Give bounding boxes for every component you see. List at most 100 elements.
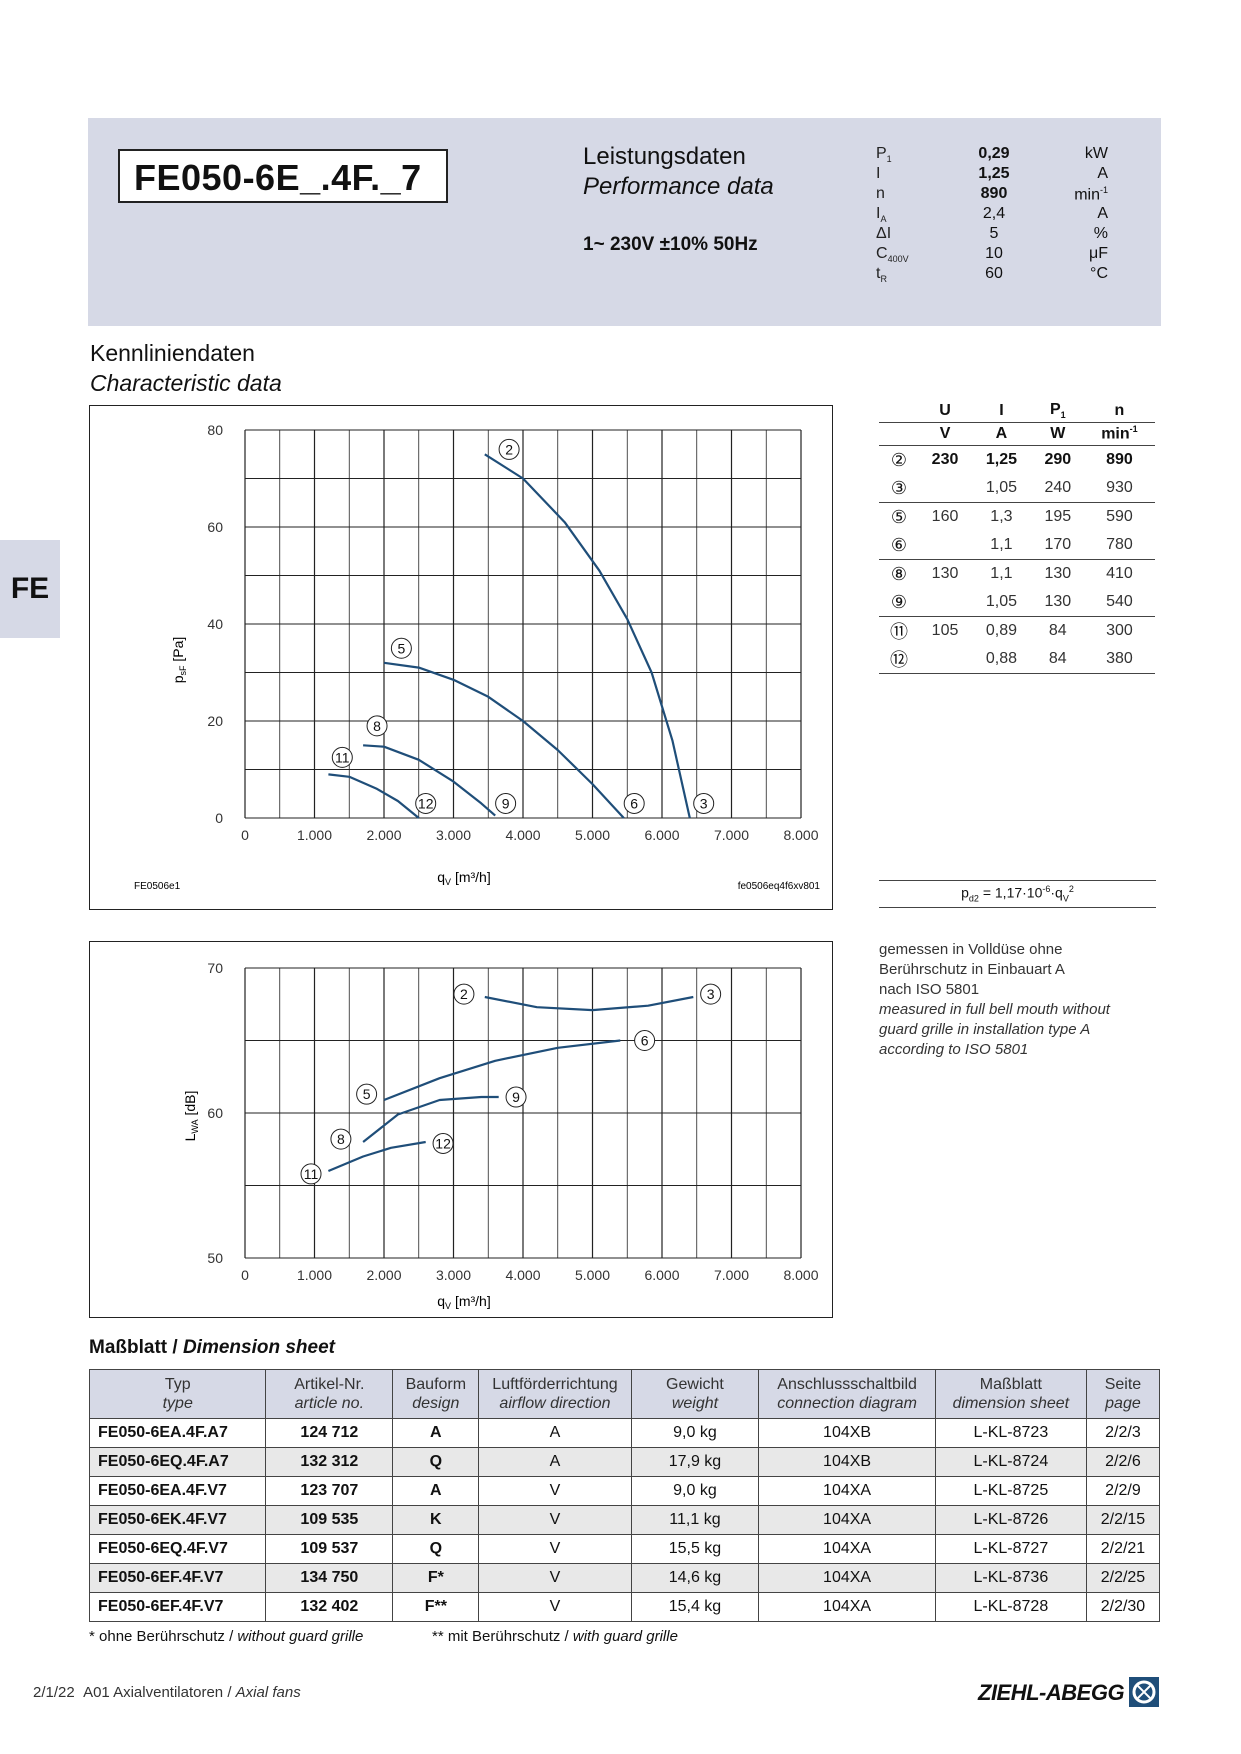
x-tick-label: 5.000 xyxy=(575,1267,610,1283)
curve-marker-9: 9 xyxy=(495,792,517,814)
char-header-0: U xyxy=(939,402,951,419)
param-value-2: 890 xyxy=(980,185,1008,202)
param-value-3: 2,4 xyxy=(982,205,1006,222)
dim-header-0: Typ type xyxy=(88,1369,267,1419)
svg-text:11: 11 xyxy=(304,1166,319,1182)
curve-marker-6: 6 xyxy=(623,792,645,814)
y-tick-label: 80 xyxy=(207,422,223,438)
svg-text:6: 6 xyxy=(630,795,638,811)
table-row: FE050-6EF.4F.V7 132 402 F** V 15,4 kg 104XA L-… xyxy=(88,1592,1161,1622)
x-tick-label: 8.000 xyxy=(783,827,818,843)
char-row: ⑨ 1,05 130 540 xyxy=(879,588,1155,617)
sound-chart-xlabel: qV [m³/h] xyxy=(437,1293,490,1311)
table-row: FE050-6EA.4F.V7 123 707 A V 9,0 kg 104XA L-KL-… xyxy=(88,1476,1161,1506)
param-symbol-4: ΔI xyxy=(876,225,892,242)
voltage-label: 1~ 230V ±10% 50Hz xyxy=(583,234,758,255)
x-tick-label: 6.000 xyxy=(644,1267,679,1283)
page-footer: 2/1/22 A01 Axialventilatoren / Axial fan… xyxy=(33,1684,301,1701)
param-unit-4: % xyxy=(1093,225,1108,242)
table-row: FE050-6EK.4F.V7 109 535 K V 11,1 kg 104XA L-KL… xyxy=(88,1505,1161,1535)
performance-title-de: Leistungsdaten xyxy=(583,143,746,170)
param-symbol-6: tR xyxy=(876,265,887,285)
curve-marker-6: 6 xyxy=(634,1030,656,1051)
y-tick-label: 40 xyxy=(207,616,223,632)
note-de-3: nach ISO 5801 xyxy=(879,981,980,998)
y-tick-label: 60 xyxy=(207,1105,223,1121)
svg-text:12: 12 xyxy=(435,1135,451,1151)
svg-text:5: 5 xyxy=(363,1086,371,1102)
x-tick-label: 1.000 xyxy=(297,1267,332,1283)
param-symbol-1: I xyxy=(876,165,881,182)
curve-marker-5: 5 xyxy=(356,1083,378,1105)
svg-text:3: 3 xyxy=(700,795,708,811)
x-tick-label: 8.000 xyxy=(783,1267,818,1283)
y-tick-label: 20 xyxy=(207,713,223,729)
dim-header-3: Luftförderrichtung airflow direction xyxy=(478,1369,632,1419)
svg-text:12: 12 xyxy=(418,795,434,811)
x-tick-label: 0 xyxy=(241,1267,249,1283)
dimension-table: Typ type Artikel-Nr. article no. Bauform desi… xyxy=(88,1369,1161,1622)
x-tick-label: 2.000 xyxy=(366,827,401,843)
x-tick-label: 2.000 xyxy=(366,1267,401,1283)
curve-marker-5: 5 xyxy=(390,637,412,659)
x-tick-label: 3.000 xyxy=(436,827,471,843)
curve-marker-9: 9 xyxy=(505,1086,527,1108)
pressure-chart: 2 3 5 6 8 9 11 12 0 1.000 2.000 3.000 4.000 5.000 6.0… xyxy=(89,405,833,910)
curve-marker-8: 8 xyxy=(366,715,388,737)
curve-marker-2: 2 xyxy=(498,438,520,460)
x-tick-label: 6.000 xyxy=(644,827,679,843)
svg-text:8: 8 xyxy=(337,1131,345,1147)
x-tick-label: 4.000 xyxy=(505,1267,540,1283)
svg-text:3: 3 xyxy=(707,986,715,1002)
param-unit-0: kW xyxy=(1084,145,1108,162)
char-row: ⑧ 130 1,1 130 410 xyxy=(890,563,1133,584)
table-row: FE050-6EA.4F.A7 124 712 A A 9,0 kg 104XB L-KL-… xyxy=(88,1418,1161,1448)
performance-title-en: Performance data xyxy=(583,173,774,200)
x-tick-label: 4.000 xyxy=(505,827,540,843)
curve-series-1 xyxy=(383,661,625,819)
char-header-1: I xyxy=(999,402,1004,419)
measurement-note: gemessen in Volldüse ohne Berührschutz i… xyxy=(879,940,1110,1060)
section-title-de: Kennliniendaten xyxy=(90,340,255,366)
side-tab-fe[interactable]: FE xyxy=(0,540,60,638)
dimension-title: Maßblatt / Dimension sheet xyxy=(89,1337,335,1358)
curve-marker-11: 11 xyxy=(300,1163,322,1185)
svg-text:9: 9 xyxy=(512,1089,520,1105)
y-tick-label: 60 xyxy=(207,519,223,535)
char-row: ⑫ 0,88 84 380 xyxy=(879,645,1155,674)
sound-chart-ylabel: LWA [dB] xyxy=(182,1091,200,1142)
char-row: ⑪ 105 0,89 84 300 xyxy=(890,622,1133,642)
chart-code-left: FE0506e1 xyxy=(134,881,181,892)
dim-header-4: Gewicht weight xyxy=(630,1369,760,1419)
svg-text:2: 2 xyxy=(460,986,468,1002)
brand-logo-text: ZIEHL-ABEGG xyxy=(978,1680,1125,1705)
svg-text:8: 8 xyxy=(373,718,381,734)
curve-marker-2: 2 xyxy=(453,983,475,1005)
brand-logo-icon xyxy=(1129,1677,1159,1707)
y-tick-label: 0 xyxy=(215,810,223,826)
pressure-chart-xlabel: qV [m³/h] xyxy=(437,869,490,887)
param-unit-2: min-1 xyxy=(1074,185,1108,204)
formula-box xyxy=(879,880,1156,908)
note-en-2: guard grille in installation type A xyxy=(879,1021,1091,1038)
curve-series-2 xyxy=(363,744,496,817)
curve-marker-12: 12 xyxy=(432,1132,454,1154)
dim-header-5: Anschlussschaltbild connection diagram xyxy=(758,1369,936,1419)
formula-text: pd2 = 1,17·10-6·qV2 xyxy=(961,884,1074,904)
note-de-1: gemessen in Volldüse ohne xyxy=(879,941,1063,958)
y-tick-label: 50 xyxy=(207,1250,223,1266)
param-unit-5: μF xyxy=(1089,245,1108,262)
note-en-1: measured in full bell mouth without xyxy=(879,1001,1110,1018)
y-tick-label: 70 xyxy=(207,960,223,976)
curve-marker-3: 3 xyxy=(700,983,722,1005)
param-value-0: 0,29 xyxy=(978,145,1010,162)
param-value-4: 5 xyxy=(989,225,999,242)
char-unit-0: V xyxy=(919,422,972,446)
curve-series-3 xyxy=(328,773,420,819)
svg-text:5: 5 xyxy=(397,640,405,656)
curve-series-0 xyxy=(484,995,694,1012)
dim-header-6: Maßblatt dimension sheet xyxy=(934,1369,1087,1419)
footnote-2: ** mit Berührschutz / with guard grille xyxy=(432,1628,678,1645)
x-tick-label: 0 xyxy=(241,827,249,843)
x-tick-label: 7.000 xyxy=(714,827,749,843)
